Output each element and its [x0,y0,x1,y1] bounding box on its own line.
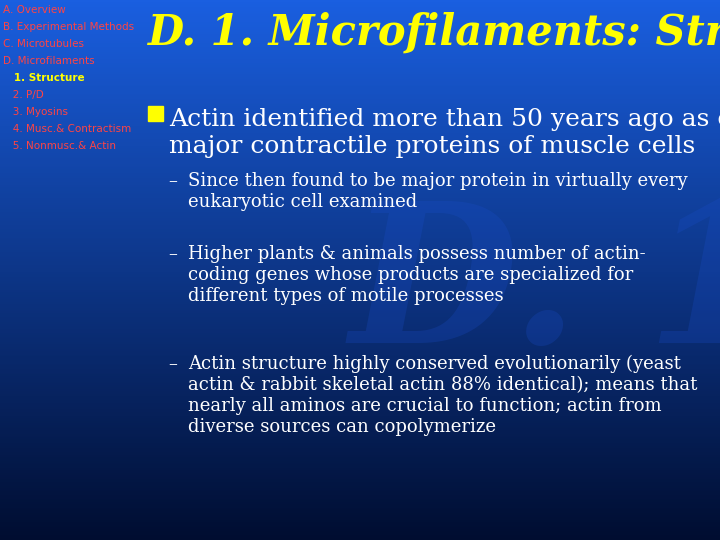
Text: 1. Structure: 1. Structure [3,73,85,83]
Text: A. Overview: A. Overview [3,5,66,15]
Text: 4. Musc.& Contractism: 4. Musc.& Contractism [3,124,131,134]
Text: Higher plants & animals possess number of actin-
coding genes whose products are: Higher plants & animals possess number o… [188,245,646,305]
Bar [148,106,163,121]
Text: Actin structure highly conserved evolutionarily (yeast
actin & rabbit skeletal a: Actin structure highly conserved evoluti… [188,355,698,436]
Text: 3. Myosins: 3. Myosins [3,107,68,117]
Text: Actin identified more than 50 years ago as one of
major contractile proteins of : Actin identified more than 50 years ago … [169,108,720,158]
Text: Since then found to be major protein in virtually every
eukaryotic cell examined: Since then found to be major protein in … [188,172,688,211]
Text: 5. Nonmusc.& Actin: 5. Nonmusc.& Actin [3,141,116,151]
Text: D. Microfilaments: D. Microfilaments [3,56,94,66]
Text: D. 1. Microfilaments: Structure: D. 1. Microfilaments: Structure [148,12,720,54]
Text: –: – [168,355,177,373]
Text: B. Experimental Methods: B. Experimental Methods [3,22,134,32]
Text: 2. P/D: 2. P/D [3,90,44,100]
Text: –: – [168,172,177,190]
Text: D. 1.: D. 1. [350,195,720,384]
Text: –: – [168,245,177,263]
Text: C. Microtubules: C. Microtubules [3,39,84,49]
